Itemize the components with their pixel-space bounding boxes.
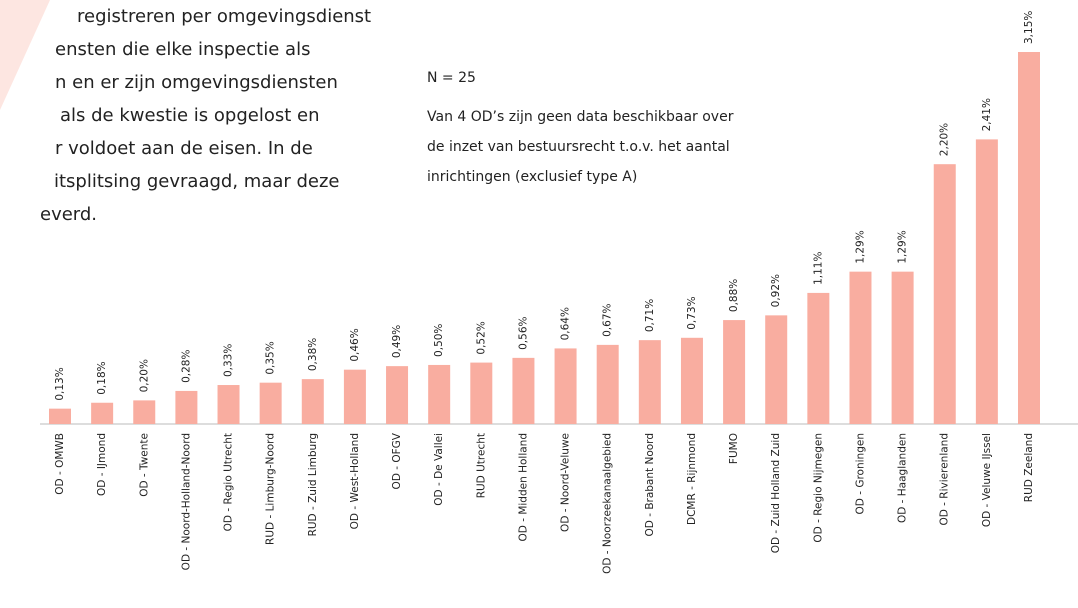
- bar: [175, 390, 198, 424]
- value-label: 0,33%: [223, 344, 235, 377]
- value-label: 1,29%: [854, 230, 866, 263]
- bar: [428, 364, 451, 424]
- value-label: 0,38%: [307, 338, 319, 371]
- value-label: 2,41%: [981, 98, 993, 131]
- x-tick-label: OD - OFGV: [391, 432, 403, 489]
- annotation: N = 25: [427, 70, 476, 86]
- bar: [807, 292, 830, 424]
- x-tick-label: RUD Zeeland: [1023, 433, 1035, 502]
- value-label: 0,92%: [770, 274, 782, 307]
- value-label: 3,15%: [1023, 11, 1035, 44]
- x-tick-label: OD - Groningen: [854, 433, 866, 514]
- value-label: 0,56%: [517, 316, 529, 349]
- bar: [891, 271, 914, 424]
- x-tick-label: OD - West-Holland: [349, 433, 361, 529]
- value-label: 0,18%: [96, 361, 108, 394]
- bar: [217, 385, 240, 424]
- x-tick-label: OD - IJmond: [96, 433, 108, 496]
- annotation: Van 4 OD’s zijn geen data beschikbaar ov…: [427, 109, 734, 125]
- x-tick-label: OD - Haaglanden: [897, 433, 909, 523]
- x-tick-label: OD - OMWB: [54, 433, 66, 495]
- decor: [0, 0, 50, 110]
- bar: [596, 344, 619, 424]
- bar: [933, 164, 956, 424]
- value-label: 0,73%: [686, 296, 698, 329]
- value-label: 0,46%: [349, 328, 361, 361]
- bar: [386, 366, 409, 424]
- bar: [343, 369, 366, 424]
- bar: [259, 382, 282, 424]
- body-text: r voldoet aan de eisen. In de: [55, 138, 313, 159]
- bar: [849, 271, 872, 424]
- bar: [49, 408, 71, 424]
- body-text: itsplitsing gevraagd, maar deze: [54, 171, 340, 192]
- bar: [680, 337, 703, 424]
- value-label: 2,20%: [939, 123, 951, 156]
- bar: [554, 348, 577, 424]
- bar: [765, 315, 788, 424]
- x-tick-label: OD - Regio Nijmegen: [812, 433, 824, 543]
- bar: [512, 357, 535, 424]
- bar: [133, 400, 156, 424]
- bar: [975, 139, 998, 424]
- value-label: 1,29%: [897, 230, 909, 263]
- x-tick-label: RUD - Limburg-Noord: [265, 433, 277, 545]
- value-label: 0,20%: [138, 359, 150, 392]
- body-text: registreren per omgevingsdienst: [77, 6, 371, 27]
- value-label: 0,35%: [265, 341, 277, 374]
- x-tick-label: OD - Rivierenland: [939, 433, 951, 526]
- value-label: 0,49%: [391, 325, 403, 358]
- value-label: 0,64%: [560, 307, 572, 340]
- bar: [470, 362, 493, 424]
- x-tick-label: RUD - Zuid Limburg: [307, 433, 319, 536]
- value-label: 0,71%: [644, 299, 656, 332]
- value-label: 0,28%: [180, 350, 192, 383]
- bar: [638, 340, 661, 424]
- x-tick-label: OD - Twente: [138, 433, 150, 497]
- x-tick-label: OD - Noord-Holland-Noord: [180, 433, 192, 570]
- x-tick-label: DCMR - Rijnmond: [686, 433, 698, 525]
- x-tick-label: OD - Zuid Holland Zuid: [770, 433, 782, 553]
- x-tick-label: FUMO: [728, 433, 740, 464]
- body-text: everd.: [40, 204, 97, 225]
- body-text: als de kwestie is opgelost en: [60, 105, 320, 126]
- annotation: de inzet van bestuursrecht t.o.v. het aa…: [427, 139, 730, 155]
- x-tick-label: OD - Brabant Noord: [644, 433, 656, 536]
- bar: [723, 320, 746, 424]
- value-label: 0,88%: [728, 279, 740, 312]
- bar: [1018, 52, 1040, 424]
- x-tick-label: OD - Midden Holland: [517, 433, 529, 541]
- value-label: 0,50%: [433, 324, 445, 357]
- body-text: n en er zijn omgevingsdiensten: [55, 72, 338, 93]
- x-tick-label: OD - Noord-Veluwe: [560, 433, 572, 532]
- bar: [301, 379, 324, 424]
- x-tick-label: OD - Regio Utrecht: [223, 433, 235, 531]
- value-label: 0,67%: [602, 303, 614, 336]
- value-label: 0,13%: [54, 367, 66, 400]
- x-tick-label: RUD Utrecht: [475, 433, 487, 498]
- annotation: inrichtingen (exclusief type A): [427, 169, 637, 185]
- bar: [91, 402, 114, 424]
- body-text: ensten die elke inspectie als: [55, 39, 310, 60]
- x-tick-label: OD - De Vallei: [433, 433, 445, 506]
- value-label: 0,52%: [475, 321, 487, 354]
- value-label: 1,11%: [812, 252, 824, 285]
- x-tick-label: OD - Veluwe IJssel: [981, 433, 993, 527]
- x-tick-label: OD - Noorzeekanaalgebied: [602, 433, 614, 574]
